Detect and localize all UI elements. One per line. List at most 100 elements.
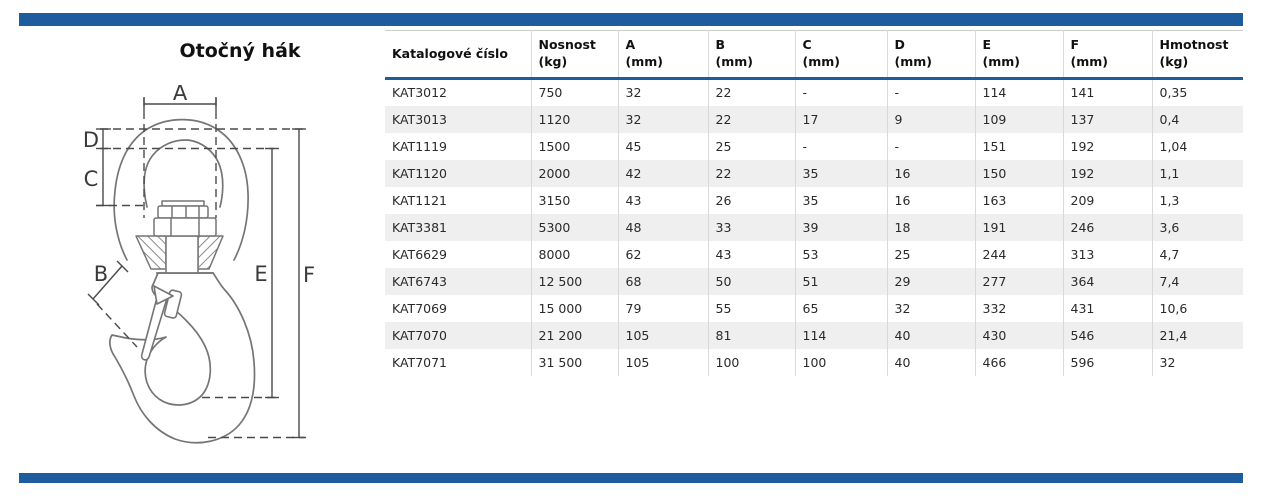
table-cell: 1,04 bbox=[1151, 132, 1243, 160]
table-cell: 50 bbox=[707, 267, 795, 295]
table-cell: 79 bbox=[617, 294, 708, 322]
table-cell: 10,6 bbox=[1151, 294, 1243, 322]
table-cell: 9 bbox=[886, 105, 975, 133]
table-cell: 55 bbox=[707, 294, 795, 322]
table-cell: 466 bbox=[974, 348, 1063, 376]
catalog-number-cell: KAT1121 bbox=[392, 192, 448, 208]
table-cell: 1500 bbox=[530, 132, 618, 160]
dimension-label-f: F bbox=[303, 263, 315, 287]
table-cell: 35 bbox=[794, 186, 887, 214]
column-header-label: C bbox=[802, 37, 812, 53]
dimension-label-b: B bbox=[94, 262, 108, 286]
table-row-kat7071: KAT7071 31 500 105 100 100 40 466 596 32 bbox=[385, 348, 1243, 376]
table-cell: 105 bbox=[617, 348, 708, 376]
table-cell: 546 bbox=[1062, 321, 1152, 349]
table-cell: 17 bbox=[794, 105, 887, 133]
table-row-kat7070: KAT7070 21 200 105 81 114 40 430 546 21,4 bbox=[385, 321, 1243, 349]
column-header-label: F bbox=[1070, 37, 1080, 53]
table-cell: 1,1 bbox=[1151, 159, 1243, 187]
table-cell: - bbox=[794, 132, 887, 160]
table-cell: 114 bbox=[974, 78, 1063, 106]
column-header-unit: (mm) bbox=[625, 54, 663, 69]
table-cell: 32 bbox=[617, 78, 708, 106]
table-cell: 22 bbox=[707, 105, 795, 133]
table-cell: 277 bbox=[974, 267, 1063, 295]
table-row-kat7069: KAT7069 15 000 79 55 65 32 332 431 10,6 bbox=[385, 294, 1243, 322]
table-cell: 192 bbox=[1062, 159, 1152, 187]
table-cell: 40 bbox=[886, 348, 975, 376]
column-header-label: Katalogové číslo bbox=[392, 45, 508, 61]
column-header-c: C (mm) bbox=[794, 30, 887, 79]
table-cell: 100 bbox=[794, 348, 887, 376]
table-cell: 15 000 bbox=[530, 294, 618, 322]
table-cell: 141 bbox=[1062, 78, 1152, 106]
table-cell: 16 bbox=[886, 159, 975, 187]
table-cell: 750 bbox=[530, 78, 618, 106]
table-cell: 596 bbox=[1062, 348, 1152, 376]
table-cell: 313 bbox=[1062, 240, 1152, 268]
table-cell: 8000 bbox=[530, 240, 618, 268]
table-cell: 364 bbox=[1062, 267, 1152, 295]
table-cell: 16 bbox=[886, 186, 975, 214]
table-cell: 430 bbox=[974, 321, 1063, 349]
table-cell: 100 bbox=[707, 348, 795, 376]
table-cell: 43 bbox=[617, 186, 708, 214]
dimension-label-a: A bbox=[173, 85, 188, 105]
column-header-hmotnost: Hmotnost (kg) bbox=[1151, 30, 1243, 79]
table-cell: 191 bbox=[974, 213, 1063, 241]
swivel-body-section bbox=[135, 235, 224, 274]
column-header-a: A (mm) bbox=[617, 30, 708, 79]
table-cell: 151 bbox=[974, 132, 1063, 160]
bottom-accent-bar bbox=[19, 473, 1243, 483]
table-cell: 2000 bbox=[530, 159, 618, 187]
dimension-lines bbox=[87, 97, 306, 439]
table-cell: 33 bbox=[707, 213, 795, 241]
dimension-label-d: D bbox=[83, 128, 99, 152]
table-cell: 114 bbox=[794, 321, 887, 349]
table-cell: 163 bbox=[974, 186, 1063, 214]
catalog-number-cell: KAT7069 bbox=[392, 300, 448, 316]
column-header-katalogov-slo: Katalogové číslo bbox=[385, 31, 531, 79]
hook-technical-drawing: A B C D E F bbox=[83, 85, 315, 444]
top-accent-bar bbox=[19, 13, 1243, 26]
table-row-kat1121: KAT1121 3150 43 26 35 16 163 209 1,3 bbox=[385, 186, 1243, 214]
spec-table-body: KAT3012 750 32 22- -114 141 0,35 KAT3013 1120 32 2… bbox=[385, 78, 1243, 376]
column-header-label: E bbox=[982, 37, 992, 53]
table-cell: 3150 bbox=[530, 186, 618, 214]
column-header-d: D (mm) bbox=[886, 30, 975, 79]
catalog-number-cell: KAT3013 bbox=[392, 111, 448, 127]
table-row-kat3381: KAT3381 5300 48 33 39 18 191 246 3,6 bbox=[385, 213, 1243, 241]
column-header-label: B bbox=[715, 37, 726, 53]
table-cell: 3,6 bbox=[1151, 213, 1243, 241]
table-cell: 32 bbox=[1151, 348, 1243, 376]
column-header-b: B (mm) bbox=[707, 30, 795, 79]
catalog-number-cell: KAT3012 bbox=[392, 85, 448, 101]
table-cell: 25 bbox=[707, 132, 795, 160]
spec-table: Katalogové číslo Nosnost (kg) A (mm) B (mm) C (m… bbox=[385, 30, 1243, 376]
table-cell: 32 bbox=[886, 294, 975, 322]
table-cell: 209 bbox=[1062, 186, 1152, 214]
eye-ring-outline bbox=[113, 118, 249, 261]
column-header-unit: (mm) bbox=[982, 54, 1020, 69]
table-cell: 5300 bbox=[530, 213, 618, 241]
table-cell: - bbox=[794, 78, 887, 106]
catalog-number-cell: KAT3381 bbox=[392, 219, 448, 235]
column-header-unit: (mm) bbox=[1070, 54, 1108, 69]
column-header-unit: (kg) bbox=[1159, 54, 1189, 69]
table-cell: 29 bbox=[886, 267, 975, 295]
table-cell: 244 bbox=[974, 240, 1063, 268]
catalog-number-cell: KAT1120 bbox=[392, 165, 448, 181]
table-cell: 43 bbox=[707, 240, 795, 268]
table-cell: 150 bbox=[974, 159, 1063, 187]
table-cell: 68 bbox=[617, 267, 708, 295]
table-row-kat1120: KAT1120 2000 42 22 35 16 150 192 1,1 bbox=[385, 159, 1243, 187]
table-row-kat1119: KAT1119 1500 45 25- -151 192 1,04 bbox=[385, 132, 1243, 160]
table-cell: 18 bbox=[886, 213, 975, 241]
table-cell: 105 bbox=[617, 321, 708, 349]
table-cell: 4,7 bbox=[1151, 240, 1243, 268]
table-cell: 1,3 bbox=[1151, 186, 1243, 214]
table-cell: - bbox=[886, 132, 975, 160]
table-row-kat3013: KAT3013 1120 32 22 17 9 109 137 0,4 bbox=[385, 105, 1243, 133]
table-cell: 12 500 bbox=[530, 267, 618, 295]
